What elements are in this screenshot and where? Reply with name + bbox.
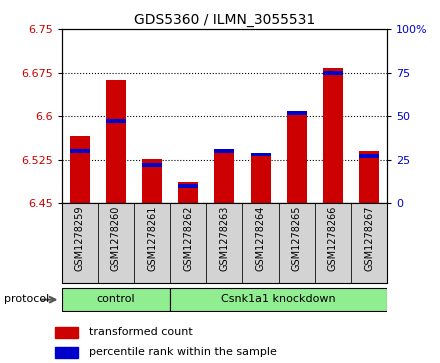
Text: protocol: protocol — [4, 294, 50, 305]
Bar — [315, 203, 351, 283]
Text: GSM1278267: GSM1278267 — [364, 206, 374, 271]
Bar — [170, 288, 387, 311]
Title: GDS5360 / ILMN_3055531: GDS5360 / ILMN_3055531 — [134, 13, 315, 26]
Text: GSM1278263: GSM1278263 — [220, 206, 229, 271]
Bar — [323, 68, 343, 203]
Text: GSM1278259: GSM1278259 — [75, 206, 84, 271]
Bar — [351, 203, 387, 283]
Text: GSM1278266: GSM1278266 — [328, 206, 338, 271]
Text: GSM1278260: GSM1278260 — [111, 206, 121, 271]
Bar — [142, 163, 162, 167]
Bar — [178, 182, 198, 203]
Bar — [55, 347, 78, 358]
Text: GSM1278265: GSM1278265 — [292, 206, 302, 271]
Bar — [62, 203, 98, 283]
Bar — [178, 184, 198, 188]
Bar — [70, 136, 90, 203]
Text: transformed count: transformed count — [89, 327, 193, 337]
Bar — [323, 71, 343, 74]
Bar — [106, 119, 126, 123]
Bar — [134, 203, 170, 283]
Bar — [287, 114, 307, 203]
Bar — [242, 203, 279, 283]
Bar — [287, 111, 307, 115]
Text: control: control — [96, 294, 135, 304]
Bar — [106, 80, 126, 203]
Bar — [62, 288, 170, 311]
Bar — [170, 203, 206, 283]
Bar — [251, 152, 271, 156]
Bar — [359, 154, 379, 158]
Bar — [70, 149, 90, 153]
Bar — [142, 159, 162, 203]
Text: GSM1278261: GSM1278261 — [147, 206, 157, 271]
Text: GSM1278264: GSM1278264 — [256, 206, 266, 271]
Bar — [55, 327, 78, 338]
Bar — [98, 203, 134, 283]
Bar — [279, 203, 315, 283]
Bar — [214, 149, 235, 153]
Bar — [359, 151, 379, 203]
Bar — [251, 153, 271, 203]
Bar — [206, 203, 242, 283]
Text: Csnk1a1 knockdown: Csnk1a1 knockdown — [221, 294, 336, 304]
Text: percentile rank within the sample: percentile rank within the sample — [89, 347, 277, 357]
Bar — [214, 151, 235, 203]
Text: GSM1278262: GSM1278262 — [183, 206, 193, 271]
